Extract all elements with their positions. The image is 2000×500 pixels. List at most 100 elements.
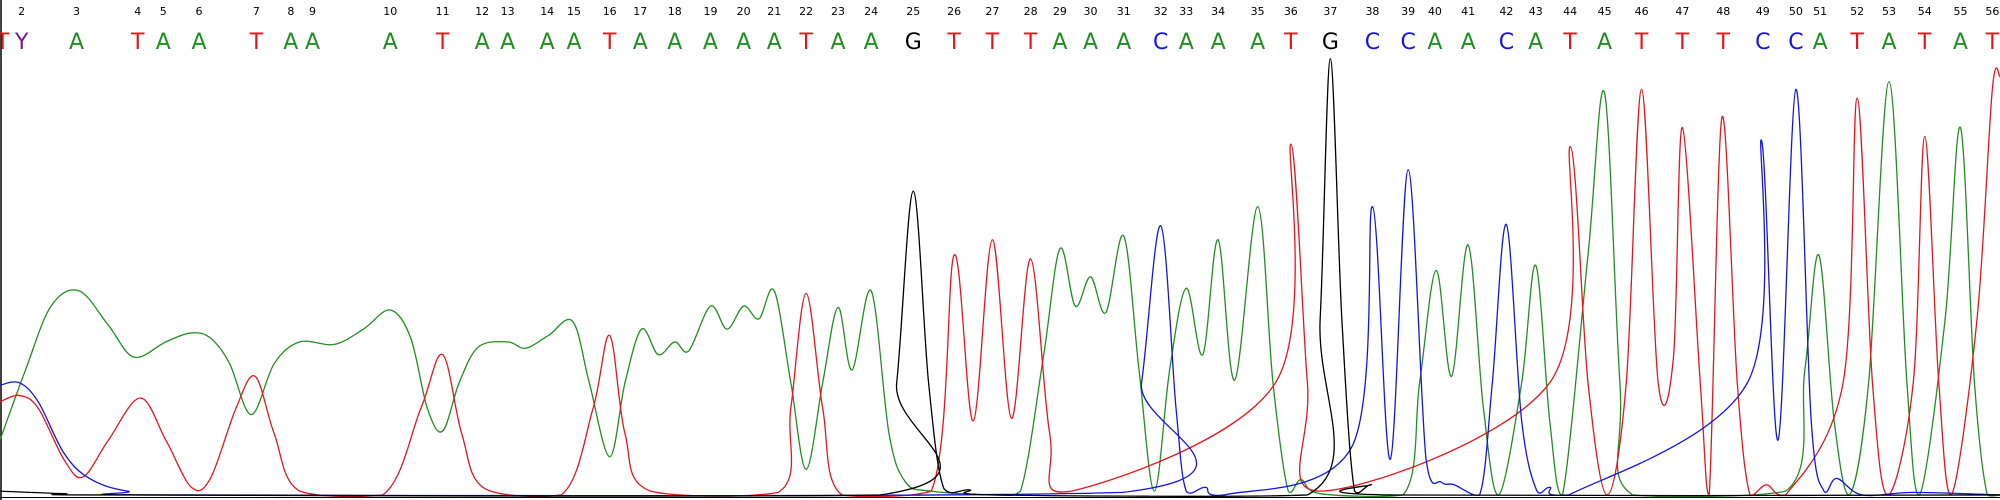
base-call: A bbox=[1427, 30, 1442, 55]
base-call: T bbox=[0, 30, 10, 55]
position-label: 41 bbox=[1461, 5, 1475, 18]
base-call: A bbox=[633, 30, 648, 55]
base-call: G bbox=[905, 30, 922, 55]
base-call: A bbox=[1953, 30, 1968, 55]
base-call: A bbox=[1250, 30, 1265, 55]
base-call: A bbox=[1461, 30, 1476, 55]
position-label: 11 bbox=[436, 5, 450, 18]
position-label: 13 bbox=[501, 5, 515, 18]
base-call: A bbox=[1813, 30, 1828, 55]
base-call: A bbox=[69, 30, 84, 55]
position-label: 27 bbox=[985, 5, 999, 18]
position-label: 36 bbox=[1284, 5, 1298, 18]
position-label: 56 bbox=[1985, 5, 1999, 18]
base-call: C bbox=[1153, 30, 1168, 55]
position-label: 42 bbox=[1499, 5, 1513, 18]
position-label: 14 bbox=[540, 5, 554, 18]
position-label: 6 bbox=[195, 5, 202, 18]
position-label: 7 bbox=[253, 5, 260, 18]
base-call: A bbox=[767, 30, 782, 55]
base-call: T bbox=[946, 30, 961, 55]
position-label: 46 bbox=[1635, 5, 1649, 18]
position-label: 4 bbox=[134, 5, 141, 18]
base-call: T bbox=[1985, 30, 2000, 55]
position-label: 35 bbox=[1251, 5, 1265, 18]
position-label: 55 bbox=[1953, 5, 1967, 18]
trace-t bbox=[0, 67, 2000, 498]
base-call: A bbox=[1597, 30, 1612, 55]
position-label: 25 bbox=[906, 5, 920, 18]
position-label: 32 bbox=[1154, 5, 1168, 18]
position-label: 17 bbox=[633, 5, 647, 18]
base-call: A bbox=[1083, 30, 1098, 55]
base-call: A bbox=[1211, 30, 1226, 55]
position-label: 49 bbox=[1756, 5, 1770, 18]
position-label: 50 bbox=[1789, 5, 1803, 18]
trace-g bbox=[0, 58, 2000, 497]
base-call: A bbox=[283, 30, 298, 55]
base-call: A bbox=[1528, 30, 1543, 55]
position-label: 19 bbox=[703, 5, 717, 18]
base-call: T bbox=[435, 30, 450, 55]
position-label: 15 bbox=[567, 5, 581, 18]
base-call: A bbox=[500, 30, 515, 55]
base-call: A bbox=[1179, 30, 1194, 55]
base-call: A bbox=[305, 30, 320, 55]
position-label: 21 bbox=[767, 5, 781, 18]
base-call: A bbox=[1116, 30, 1131, 55]
trace-c bbox=[0, 88, 2000, 497]
base-call: A bbox=[1052, 30, 1067, 55]
position-label: 3 bbox=[73, 5, 80, 18]
base-call: T bbox=[130, 30, 145, 55]
position-label: 2 bbox=[18, 5, 25, 18]
base-call: C bbox=[1400, 30, 1415, 55]
base-call: T bbox=[985, 30, 1000, 55]
traces bbox=[0, 58, 2000, 498]
position-label: 22 bbox=[799, 5, 813, 18]
base-call: C bbox=[1788, 30, 1803, 55]
base-call: C bbox=[1499, 30, 1514, 55]
position-label: 47 bbox=[1675, 5, 1689, 18]
position-label: 9 bbox=[309, 5, 316, 18]
position-label: 33 bbox=[1179, 5, 1193, 18]
base-call: T bbox=[1849, 30, 1864, 55]
position-label: 31 bbox=[1117, 5, 1131, 18]
base-call: T bbox=[602, 30, 617, 55]
position-label: 20 bbox=[737, 5, 751, 18]
base-call: C bbox=[1755, 30, 1770, 55]
position-label: 5 bbox=[160, 5, 167, 18]
position-label: 54 bbox=[1918, 5, 1932, 18]
base-call: T bbox=[1023, 30, 1038, 55]
position-label: 23 bbox=[831, 5, 845, 18]
base-call: T bbox=[1562, 30, 1577, 55]
base-call: A bbox=[566, 30, 581, 55]
trace-a bbox=[0, 80, 2000, 498]
position-label: 51 bbox=[1813, 5, 1827, 18]
position-label: 26 bbox=[947, 5, 961, 18]
base-call: A bbox=[191, 30, 206, 55]
base-call: T bbox=[1715, 30, 1730, 55]
base-call: A bbox=[703, 30, 718, 55]
position-label: 24 bbox=[864, 5, 878, 18]
base-call: A bbox=[830, 30, 845, 55]
base-call: A bbox=[383, 30, 398, 55]
base-call: T bbox=[249, 30, 264, 55]
base-call: A bbox=[864, 30, 879, 55]
position-label: 48 bbox=[1716, 5, 1730, 18]
base-call: A bbox=[1881, 30, 1896, 55]
position-label: 43 bbox=[1529, 5, 1543, 18]
position-label: 37 bbox=[1323, 5, 1337, 18]
position-label: 53 bbox=[1882, 5, 1896, 18]
base-call: A bbox=[156, 30, 171, 55]
position-label: 30 bbox=[1084, 5, 1098, 18]
base-call: C bbox=[1365, 30, 1380, 55]
base-call: T bbox=[798, 30, 813, 55]
position-label: 45 bbox=[1598, 5, 1612, 18]
position-label: 52 bbox=[1850, 5, 1864, 18]
position-label: 29 bbox=[1053, 5, 1067, 18]
position-label: 18 bbox=[668, 5, 682, 18]
position-label: 10 bbox=[383, 5, 397, 18]
base-call: A bbox=[540, 30, 555, 55]
